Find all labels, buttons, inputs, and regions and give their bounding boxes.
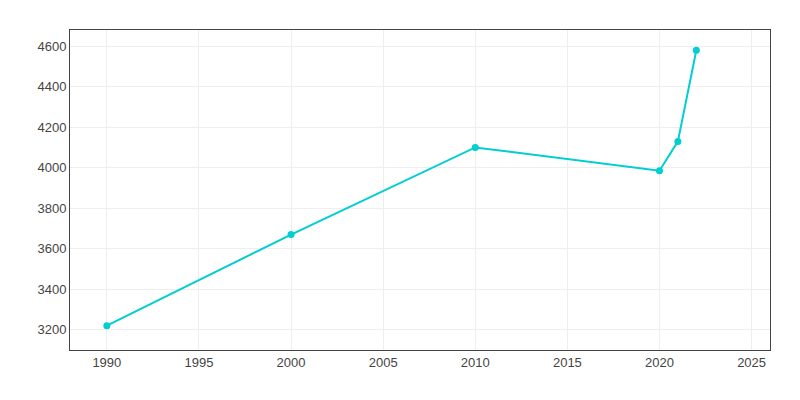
svg-text:2015: 2015	[553, 355, 582, 370]
svg-text:2025: 2025	[737, 355, 766, 370]
svg-text:3800: 3800	[37, 201, 66, 216]
svg-text:2010: 2010	[461, 355, 490, 370]
svg-text:3400: 3400	[37, 282, 66, 297]
svg-text:2000: 2000	[277, 355, 306, 370]
svg-text:4000: 4000	[37, 160, 66, 175]
svg-text:2005: 2005	[369, 355, 398, 370]
svg-text:4600: 4600	[37, 39, 66, 54]
svg-text:3600: 3600	[37, 241, 66, 256]
svg-text:1995: 1995	[184, 355, 213, 370]
svg-text:4400: 4400	[37, 79, 66, 94]
svg-text:4200: 4200	[37, 120, 66, 135]
svg-text:2020: 2020	[645, 355, 674, 370]
svg-text:1990: 1990	[92, 355, 121, 370]
svg-text:3200: 3200	[37, 322, 66, 337]
